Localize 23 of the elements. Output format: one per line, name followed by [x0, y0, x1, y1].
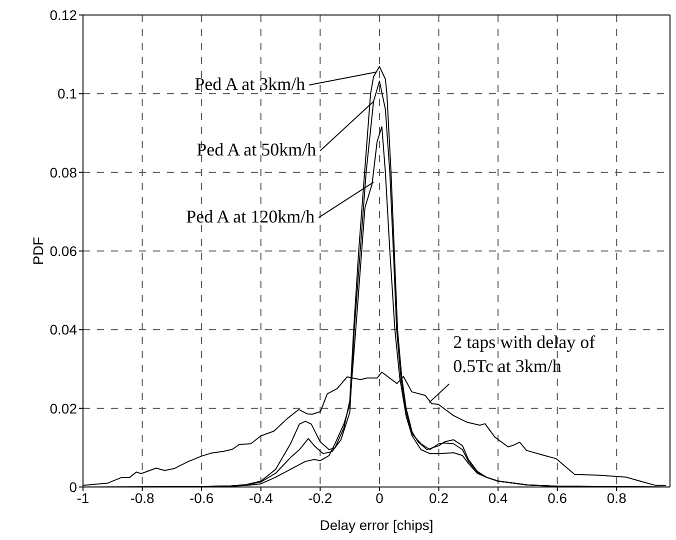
x-tick-label: 0.6: [548, 490, 568, 506]
series-label: 2 taps with delay of 0.5Tc at 3km/h: [453, 332, 596, 376]
x-tick-label: -0.4: [248, 490, 274, 506]
text: Ped A at 120km/h: [186, 206, 315, 227]
y-tick-label: 0: [69, 478, 78, 495]
x-tick-label: 0: [376, 490, 384, 506]
x-tick-label: 0.2: [429, 490, 449, 506]
y-tick-label: 0.06: [50, 242, 78, 259]
x-axis-title: Delay error [chips]: [320, 517, 434, 533]
y-tick-label: 0.12: [50, 6, 78, 23]
y-tick-label: 0.08: [50, 164, 78, 180]
y-tick-label: 0.04: [50, 322, 78, 338]
x-tick-label: -0.6: [190, 490, 214, 506]
y-axis-title: PDF: [30, 237, 46, 265]
legend-label: Ped A at 3km/h: [194, 74, 306, 94]
x-tick-label: -1: [76, 490, 90, 506]
text: Ped A at 50km/h: [196, 140, 316, 160]
x-tick-label: 0.8: [606, 490, 627, 506]
y-tick-label: 0.02: [50, 400, 78, 416]
y-tick-label: 0.1: [58, 86, 78, 102]
x-tick-label: -0.8: [130, 490, 155, 506]
x-tick-label: -0.2: [308, 490, 332, 506]
x-tick-label: 0.4: [488, 490, 508, 506]
